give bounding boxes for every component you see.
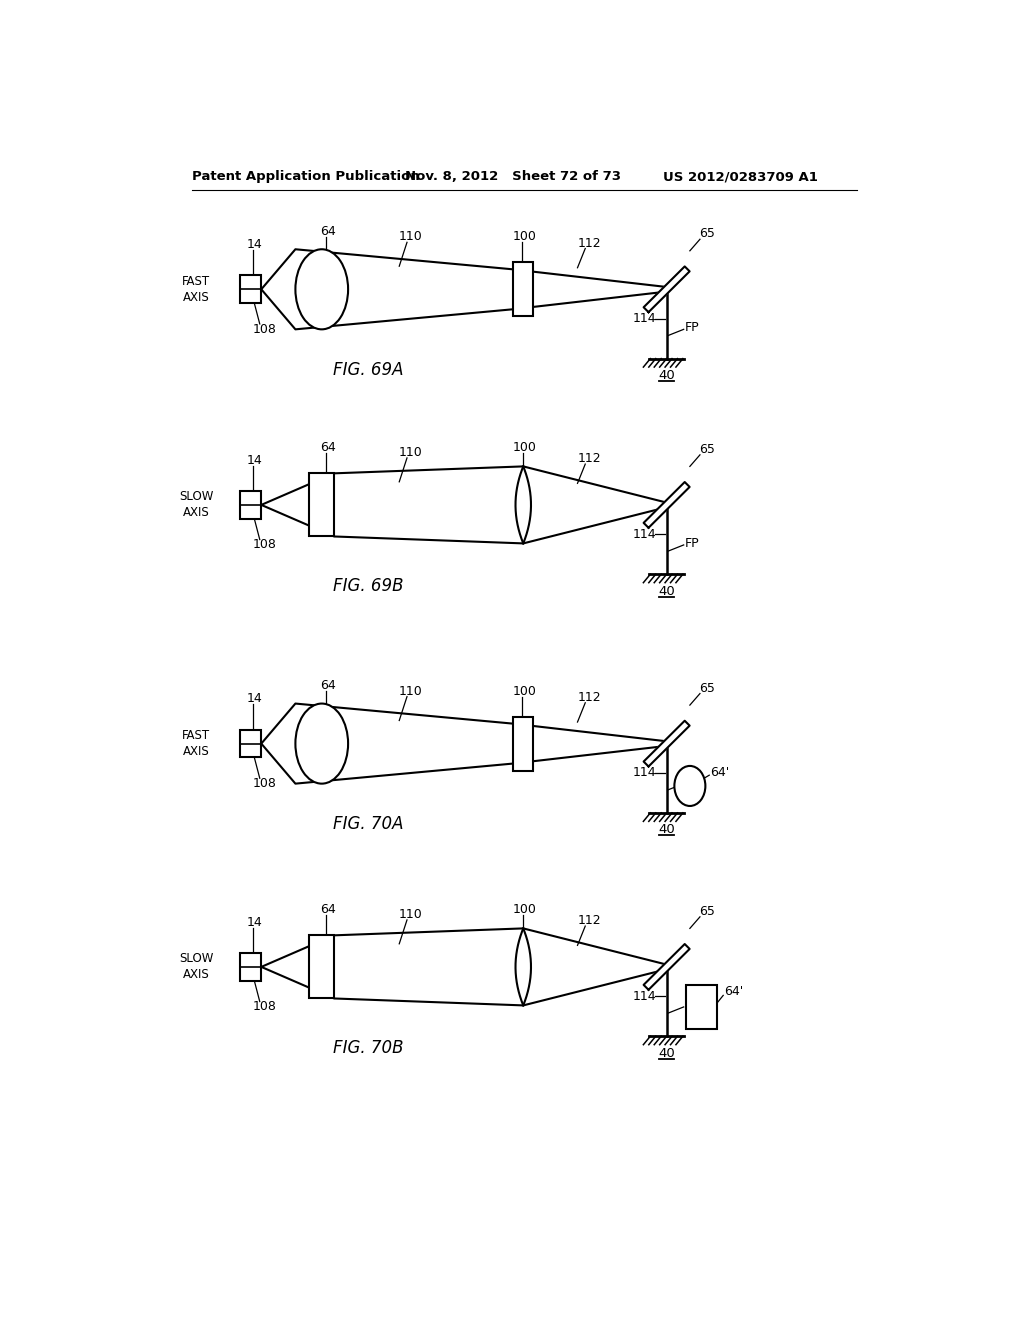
Polygon shape	[644, 482, 689, 528]
Text: 100: 100	[513, 685, 537, 698]
Text: 112: 112	[578, 236, 601, 249]
Text: 65: 65	[699, 444, 715, 455]
Text: 64: 64	[321, 224, 336, 238]
Text: 65: 65	[699, 227, 715, 240]
Text: 100: 100	[513, 231, 537, 243]
Text: 64': 64'	[724, 985, 743, 998]
Text: 114: 114	[633, 767, 656, 779]
Bar	[686, 985, 717, 1030]
Text: 65: 65	[699, 681, 715, 694]
Text: Nov. 8, 2012   Sheet 72 of 73: Nov. 8, 2012 Sheet 72 of 73	[406, 170, 622, 183]
Text: SLOW
AXIS: SLOW AXIS	[179, 953, 213, 981]
Text: FIG. 70A: FIG. 70A	[333, 816, 403, 833]
Text: 110: 110	[399, 446, 423, 459]
Text: FIG. 69A: FIG. 69A	[333, 362, 403, 379]
Text: 14: 14	[247, 238, 262, 251]
Text: 40: 40	[658, 370, 675, 381]
Text: FAST
AXIS: FAST AXIS	[182, 275, 210, 304]
Text: 14: 14	[247, 454, 262, 467]
Text: 14: 14	[247, 916, 262, 929]
Bar	[309, 474, 334, 536]
Bar	[309, 936, 334, 998]
Bar	[513, 263, 534, 317]
Text: 108: 108	[253, 539, 276, 552]
Text: 100: 100	[513, 903, 537, 916]
Bar	[240, 730, 261, 758]
Text: SLOW
AXIS: SLOW AXIS	[179, 491, 213, 519]
Bar	[240, 276, 261, 304]
Text: 40: 40	[658, 1047, 675, 1060]
Text: FIG. 70B: FIG. 70B	[333, 1039, 403, 1057]
Text: 112: 112	[578, 690, 601, 704]
Text: 114: 114	[633, 528, 656, 541]
Polygon shape	[644, 267, 689, 312]
Text: FAST
AXIS: FAST AXIS	[182, 729, 210, 758]
Ellipse shape	[295, 249, 348, 330]
Text: 110: 110	[399, 231, 423, 243]
Bar	[240, 953, 261, 981]
Text: 100: 100	[513, 441, 537, 454]
Text: 112: 112	[578, 453, 601, 465]
Polygon shape	[644, 721, 689, 767]
Text: 65: 65	[699, 906, 715, 917]
Ellipse shape	[295, 704, 348, 784]
Text: FP: FP	[685, 321, 699, 334]
Bar	[240, 491, 261, 519]
Text: 114: 114	[633, 312, 656, 325]
Text: 64: 64	[321, 441, 336, 454]
Text: 108: 108	[253, 777, 276, 791]
Text: 14: 14	[247, 693, 262, 705]
Text: US 2012/0283709 A1: US 2012/0283709 A1	[663, 170, 817, 183]
Text: 40: 40	[658, 585, 675, 598]
Bar	[513, 717, 534, 771]
Text: FP: FP	[685, 999, 699, 1012]
Text: 112: 112	[578, 915, 601, 927]
Text: 108: 108	[253, 1001, 276, 1014]
Text: 40: 40	[658, 824, 675, 837]
Text: FIG. 69B: FIG. 69B	[333, 577, 403, 595]
Text: 110: 110	[399, 685, 423, 698]
Text: FP: FP	[685, 776, 699, 788]
Text: 110: 110	[399, 908, 423, 921]
Text: Patent Application Publication: Patent Application Publication	[191, 170, 419, 183]
Text: 114: 114	[633, 990, 656, 1003]
Text: 64': 64'	[710, 766, 729, 779]
Text: 64: 64	[321, 680, 336, 693]
Text: 64: 64	[321, 903, 336, 916]
Text: FP: FP	[685, 537, 699, 550]
Ellipse shape	[675, 766, 706, 807]
Text: 108: 108	[253, 323, 276, 335]
Polygon shape	[644, 944, 689, 990]
